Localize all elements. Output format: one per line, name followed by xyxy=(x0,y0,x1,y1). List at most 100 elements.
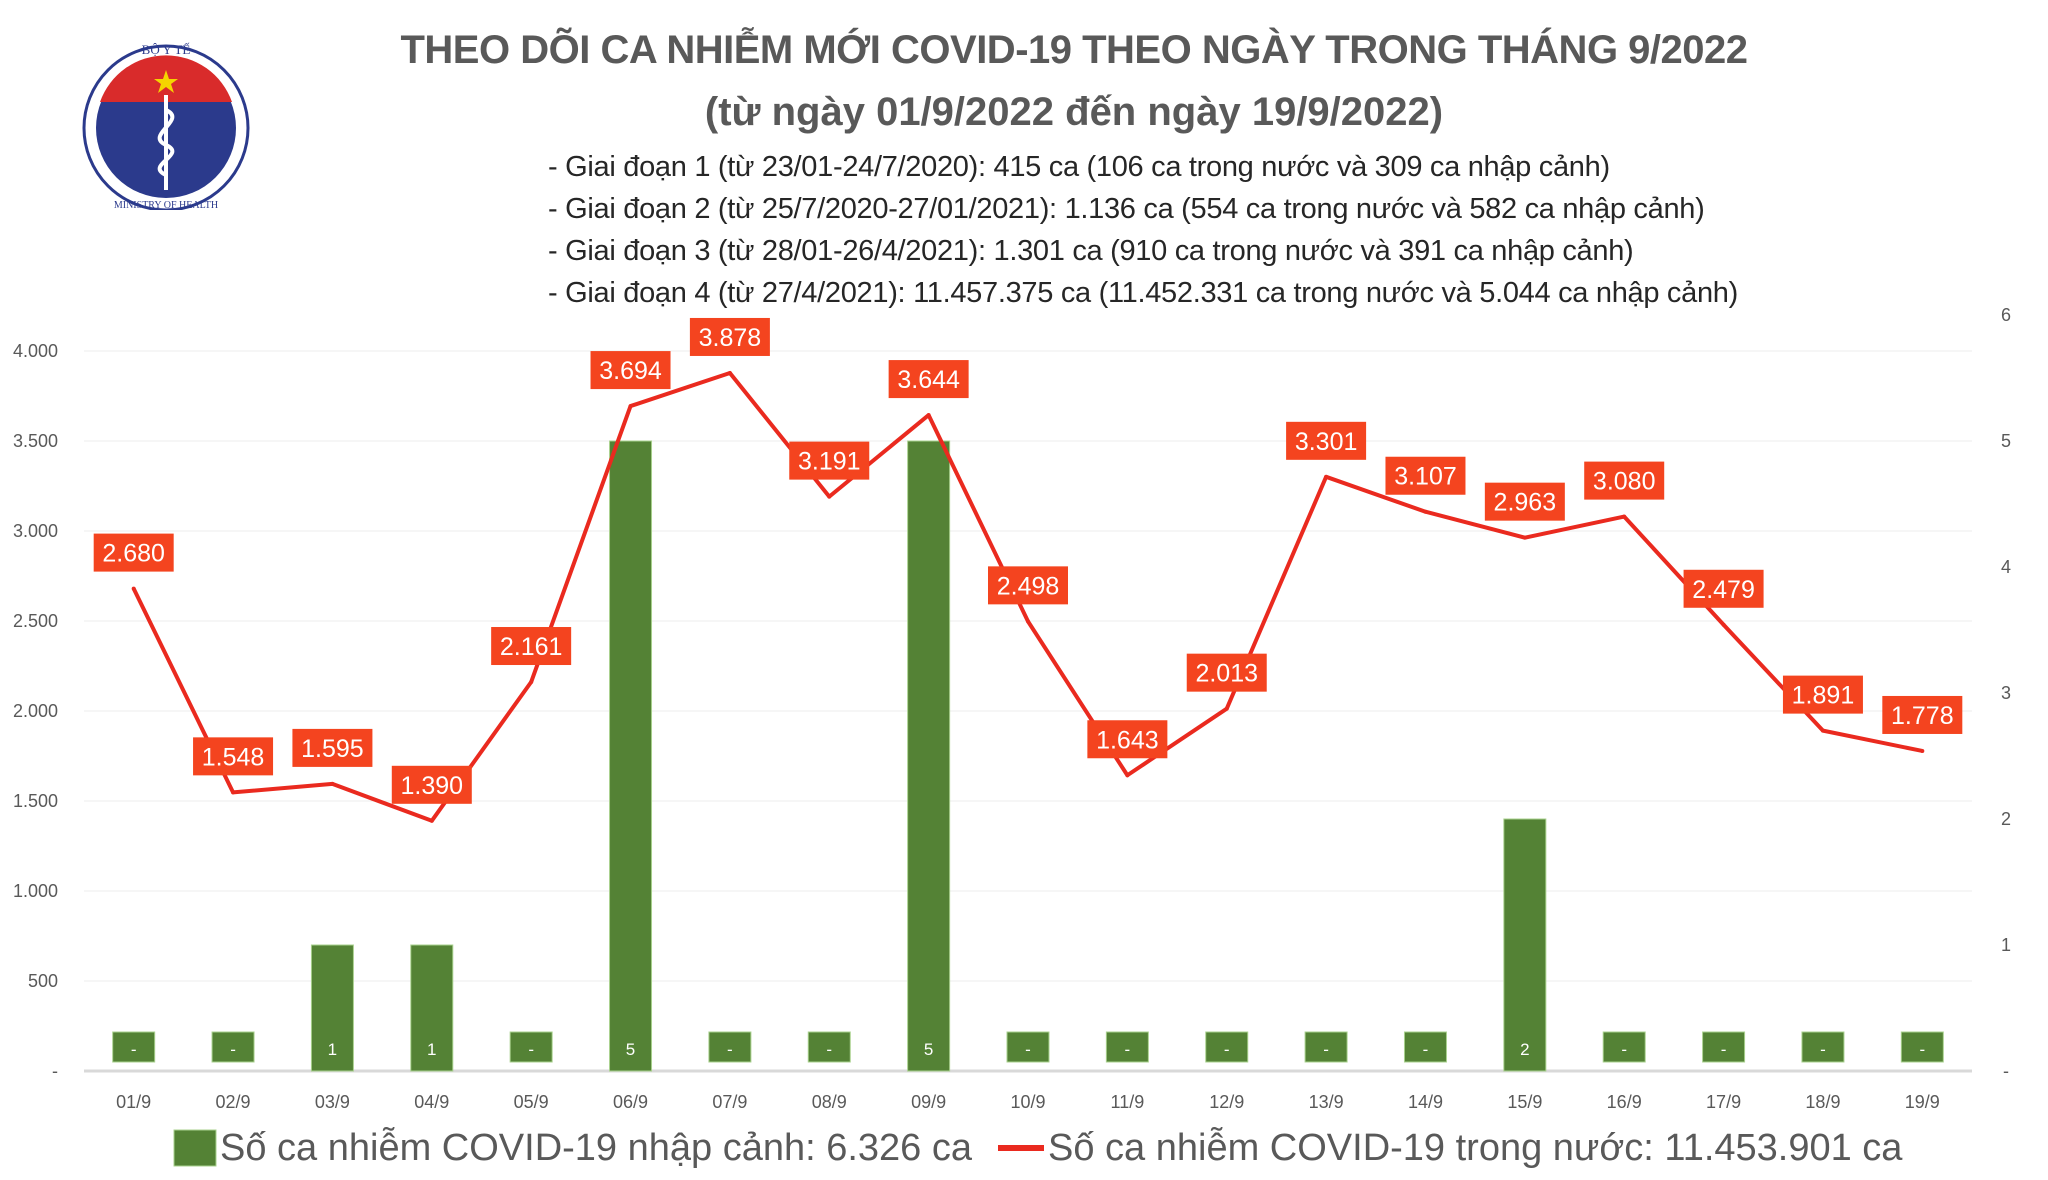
bar xyxy=(1006,1031,1050,1063)
bar-label: 5 xyxy=(924,1040,933,1059)
bar-label: - xyxy=(230,1040,236,1059)
data-label-box xyxy=(1782,675,1863,714)
bar-label: - xyxy=(1323,1040,1329,1059)
bar xyxy=(310,944,354,1072)
line-point xyxy=(1224,706,1229,711)
data-label-box xyxy=(292,728,373,767)
bar xyxy=(1702,1031,1746,1063)
bar xyxy=(211,1031,255,1063)
right-axis-tick: 6 xyxy=(2001,305,2011,325)
bar-label: - xyxy=(727,1040,733,1059)
line-point xyxy=(628,404,633,409)
data-label: 1.548 xyxy=(202,743,265,771)
x-axis-tick: 08/9 xyxy=(812,1092,847,1112)
data-label: 2.498 xyxy=(997,572,1060,600)
ministry-of-health-logo: BỘ Y TẾ MINISTRY OF HEALTH xyxy=(82,42,250,210)
data-label: 3.301 xyxy=(1295,428,1358,456)
x-axis-tick: 18/9 xyxy=(1805,1092,1840,1112)
bar-label: - xyxy=(1919,1040,1925,1059)
line-point xyxy=(727,370,732,375)
line-point xyxy=(529,680,534,685)
x-axis-tick: 12/9 xyxy=(1209,1092,1244,1112)
line-point xyxy=(231,790,236,795)
phase-notes: - Giai đoạn 1 (từ 23/01-24/7/2020): 415 … xyxy=(548,146,1738,314)
line-point xyxy=(131,586,136,591)
data-label-box xyxy=(93,533,174,572)
bar-label: - xyxy=(1125,1040,1131,1059)
line-point xyxy=(1125,773,1130,778)
note-phase-3: - Giai đoạn 3 (từ 28/01-26/4/2021): 1.30… xyxy=(548,235,1634,267)
left-axis-tick: 2.000 xyxy=(13,701,58,721)
data-label-box xyxy=(1484,482,1565,521)
bar xyxy=(807,1031,851,1063)
line-point xyxy=(926,413,931,418)
line-point xyxy=(330,781,335,786)
left-axis-tick: 3.500 xyxy=(13,431,58,451)
data-label-box xyxy=(1385,456,1466,495)
data-label-box xyxy=(1683,569,1764,608)
svg-text:MINISTRY OF HEALTH: MINISTRY OF HEALTH xyxy=(114,200,218,210)
x-axis-tick: 19/9 xyxy=(1905,1092,1940,1112)
line-point xyxy=(827,494,832,499)
data-label: 3.878 xyxy=(699,324,762,352)
line-point xyxy=(1820,728,1825,733)
data-label: 2.479 xyxy=(1692,576,1755,604)
left-axis-tick: - xyxy=(52,1061,58,1081)
data-label: 3.644 xyxy=(897,366,960,394)
data-label: 2.161 xyxy=(500,633,563,661)
legend-line-label: Số ca nhiễm COVID-19 trong nước: 11.453.… xyxy=(1048,1126,1903,1169)
bar-label: 1 xyxy=(328,1040,337,1059)
left-axis-tick: 4.000 xyxy=(13,341,58,361)
data-label: 3.694 xyxy=(599,357,662,385)
line-point xyxy=(1721,622,1726,627)
data-label: 2.680 xyxy=(102,540,165,568)
data-label: 3.107 xyxy=(1394,463,1457,491)
bar xyxy=(1403,1031,1447,1063)
note-phase-2: - Giai đoạn 2 (từ 25/7/2020-27/01/2021):… xyxy=(548,193,1705,225)
bar-label: 2 xyxy=(1520,1040,1529,1059)
bar xyxy=(708,1031,752,1063)
data-label: 2.963 xyxy=(1494,489,1557,517)
right-axis-tick: 1 xyxy=(2001,935,2011,955)
bar xyxy=(1602,1031,1646,1063)
x-axis-tick: 17/9 xyxy=(1706,1092,1741,1112)
note-phase-1: - Giai đoạn 1 (từ 23/01-24/7/2020): 415 … xyxy=(548,151,1610,183)
bar xyxy=(1105,1031,1149,1063)
x-axis-tick: 10/9 xyxy=(1010,1092,1045,1112)
data-label-box xyxy=(789,441,870,480)
note-phase-4: - Giai đoạn 4 (từ 27/4/2021): 11.457.375… xyxy=(548,277,1738,309)
data-label: 3.191 xyxy=(798,448,861,476)
bar-label: - xyxy=(1621,1040,1627,1059)
data-label: 2.013 xyxy=(1195,660,1258,688)
left-axis-tick: 2.500 xyxy=(13,611,58,631)
bar xyxy=(1205,1031,1249,1063)
bar-label: 5 xyxy=(626,1040,635,1059)
data-label-box xyxy=(988,566,1068,605)
line-point xyxy=(1423,509,1428,514)
right-axis-tick: 3 xyxy=(2001,683,2011,703)
data-label-box xyxy=(689,317,770,356)
bar-label: - xyxy=(528,1040,534,1059)
line-point xyxy=(1324,474,1329,479)
data-label: 1.891 xyxy=(1792,682,1855,710)
x-axis-tick: 07/9 xyxy=(712,1092,747,1112)
data-label-box xyxy=(1286,421,1367,460)
right-axis-tick: 5 xyxy=(2001,431,2011,451)
right-axis-tick: 2 xyxy=(2001,809,2011,829)
data-label-box xyxy=(1087,720,1168,759)
bar-label: - xyxy=(826,1040,832,1059)
right-axis-tick: - xyxy=(2003,1061,2009,1081)
line-point xyxy=(429,818,434,823)
bar-label: - xyxy=(1423,1040,1429,1059)
bar xyxy=(1900,1031,1944,1063)
data-label-box xyxy=(590,351,671,390)
bar xyxy=(1304,1031,1348,1063)
bar-label: - xyxy=(1721,1040,1727,1059)
right-axis-tick: 4 xyxy=(2001,557,2011,577)
x-axis-tick: 05/9 xyxy=(514,1092,549,1112)
data-label-box xyxy=(1584,461,1665,500)
bar-label: - xyxy=(1025,1040,1031,1059)
x-axis-tick: 16/9 xyxy=(1607,1092,1642,1112)
line-point xyxy=(1920,748,1925,753)
